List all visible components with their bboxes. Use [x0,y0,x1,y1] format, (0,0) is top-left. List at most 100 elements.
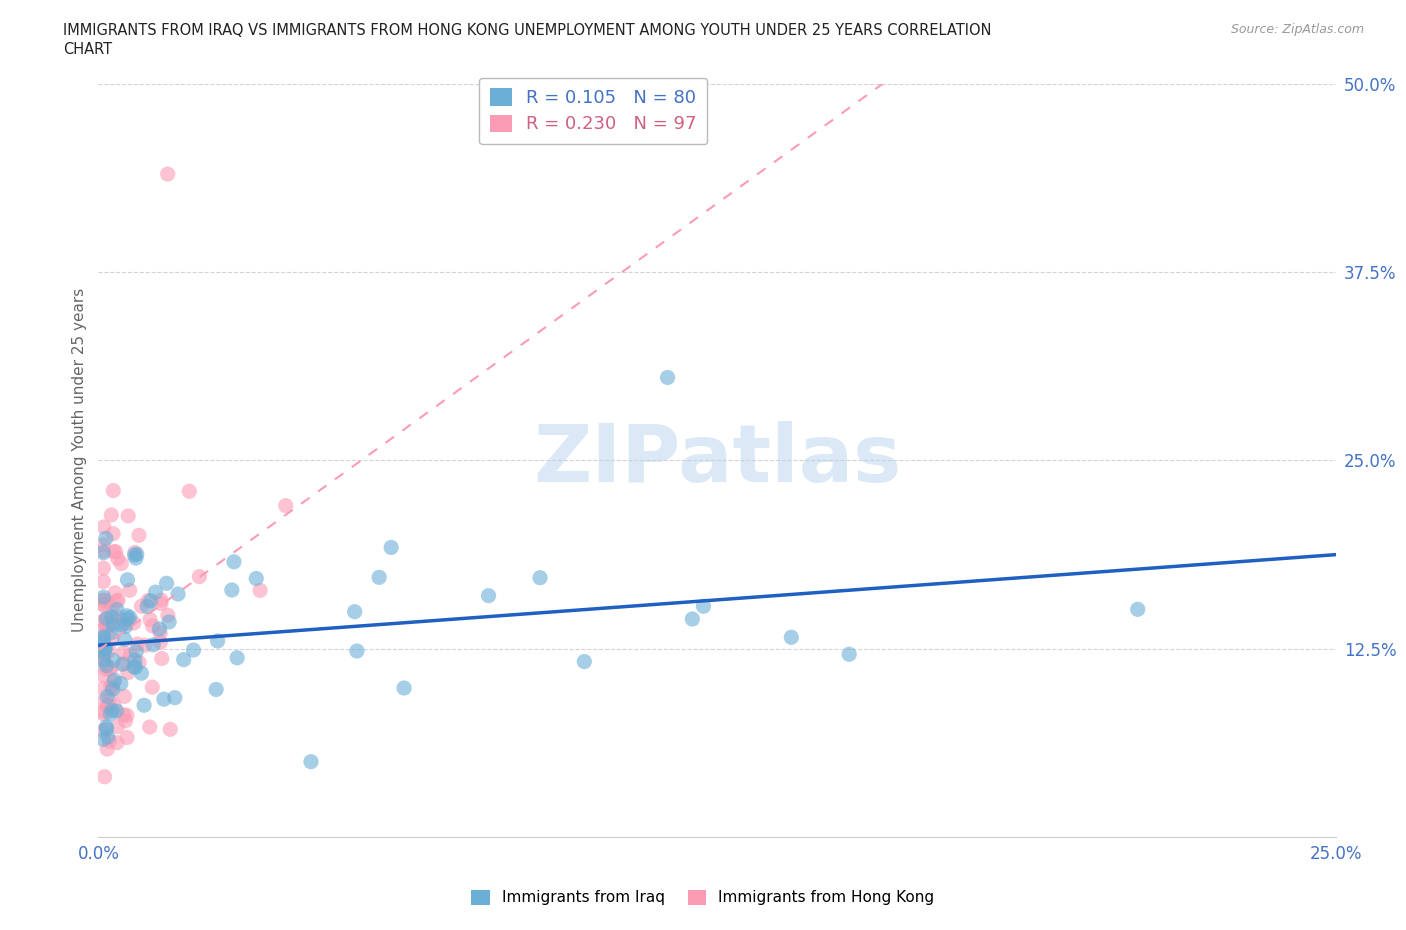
Point [207,633,229,648]
Point [104,585,127,600]
Point [115,708,138,723]
Point [93,538,115,552]
Point [117,572,139,587]
Point [93,668,115,683]
Point [124,545,146,560]
Point [110,618,132,632]
Point [128,655,150,670]
Point [124,548,146,563]
Point [692,599,714,614]
Point [115,608,138,623]
Point [153,692,176,707]
Point [142,618,165,633]
Point [101,703,124,718]
Point [156,608,179,623]
Point [226,650,249,665]
Point [96,658,118,673]
Point [93,649,115,664]
Point [98,734,121,749]
Point [100,508,122,523]
Point [97,595,120,610]
Point [249,583,271,598]
Point [112,708,135,723]
Point [96,698,118,713]
Point [105,608,128,623]
Point [98,644,121,658]
Point [477,588,499,603]
Point [780,630,803,644]
Legend: Immigrants from Iraq, Immigrants from Hong Kong: Immigrants from Iraq, Immigrants from Ho… [464,883,942,913]
Point [96,698,118,713]
Point [104,544,127,559]
Point [103,483,125,498]
Y-axis label: Unemployment Among Youth under 25 years: Unemployment Among Youth under 25 years [72,288,87,632]
Point [343,604,366,619]
Point [96,720,118,735]
Point [93,769,115,784]
Point [163,690,186,705]
Point [98,617,121,631]
Point [98,691,121,706]
Point [114,619,136,634]
Point [98,707,121,722]
Point [368,570,391,585]
Point [155,576,177,591]
Point [128,528,150,543]
Point [96,618,118,633]
Text: IMMIGRANTS FROM IRAQ VS IMMIGRANTS FROM HONG KONG UNEMPLOYMENT AMONG YOUTH UNDER: IMMIGRANTS FROM IRAQ VS IMMIGRANTS FROM … [63,23,991,38]
Point [392,681,415,696]
Point [93,597,115,612]
Point [101,526,124,541]
Point [101,682,124,697]
Point [145,585,167,600]
Point [114,632,136,647]
Point [94,661,117,676]
Point [93,635,115,650]
Point [101,618,124,632]
Point [179,484,201,498]
Point [100,679,122,694]
Point [120,647,142,662]
Point [118,610,141,625]
Point [93,644,115,658]
Point [97,618,120,633]
Point [681,612,703,627]
Point [1126,602,1149,617]
Point [136,593,159,608]
Point [118,583,141,598]
Point [188,569,211,584]
Point [107,592,129,607]
Point [173,652,195,667]
Point [103,698,125,713]
Point [136,599,159,614]
Point [93,614,115,629]
Point [131,599,153,614]
Point [205,682,228,697]
Point [93,694,115,709]
Point [346,644,368,658]
Point [93,644,115,659]
Point [105,594,128,609]
Point [112,645,135,660]
Point [114,713,136,728]
Point [141,680,163,695]
Point [103,672,125,687]
Point [101,681,124,696]
Point [222,554,245,569]
Point [107,719,129,734]
Point [96,742,118,757]
Point [117,665,139,680]
Point [103,653,125,668]
Point [93,641,115,656]
Point [107,551,129,566]
Point [157,615,180,630]
Point [127,637,149,652]
Point [274,498,297,513]
Point [125,551,148,565]
Point [156,166,179,181]
Point [93,632,115,647]
Point [139,612,162,627]
Point [93,653,115,668]
Point [94,641,117,656]
Point [93,724,115,738]
